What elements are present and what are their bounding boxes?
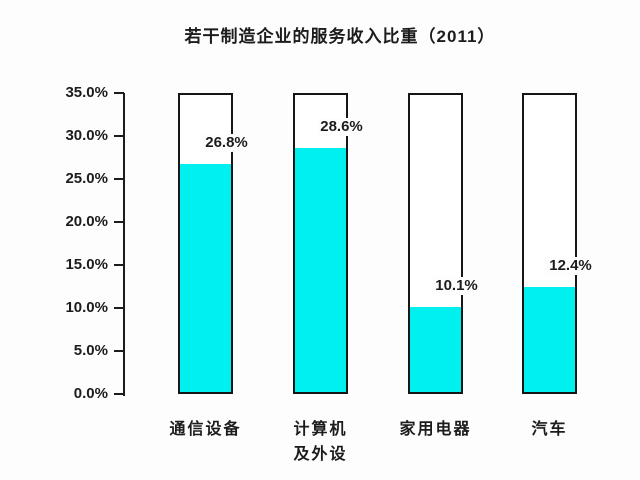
- chart-title: 若干制造企业的服务收入比重（2011）: [184, 27, 496, 46]
- x-category-label: 通信设备: [169, 421, 242, 438]
- bar-container: [522, 93, 577, 394]
- bar-fill: [410, 307, 461, 392]
- bar-value-label: 12.4%: [546, 257, 595, 276]
- y-tick: [114, 92, 124, 94]
- bar-container: [293, 93, 348, 394]
- y-tick: [114, 178, 124, 180]
- bar-value-label: 28.6%: [317, 118, 366, 137]
- y-tick-label: 25.0%: [65, 170, 108, 187]
- y-tick: [114, 221, 124, 223]
- y-tick: [114, 264, 124, 266]
- y-tick-label: 10.0%: [65, 299, 108, 316]
- y-tick-label: 20.0%: [65, 213, 108, 230]
- y-tick-label: 5.0%: [73, 342, 108, 359]
- y-tick-label: 15.0%: [65, 256, 108, 273]
- x-category-label: 计算机 及外设: [293, 421, 348, 463]
- x-category-label: 家用电器: [399, 421, 472, 438]
- y-tick-label: 0.0%: [73, 385, 108, 402]
- bar-fill: [180, 163, 231, 392]
- bar-value-label: 10.1%: [432, 277, 481, 296]
- bar-value-label: 26.8%: [202, 133, 251, 152]
- y-tick: [114, 307, 124, 309]
- y-tick-label: 30.0%: [65, 127, 108, 144]
- y-tick: [114, 135, 124, 137]
- y-tick-label: 35.0%: [65, 84, 108, 101]
- bar-fill: [295, 148, 346, 392]
- y-tick: [114, 393, 124, 395]
- y-axis-line: [123, 93, 125, 396]
- bar-container: [408, 93, 463, 394]
- bar-fill: [524, 287, 575, 392]
- y-tick: [114, 350, 124, 352]
- x-category-label: 汽车: [531, 421, 568, 438]
